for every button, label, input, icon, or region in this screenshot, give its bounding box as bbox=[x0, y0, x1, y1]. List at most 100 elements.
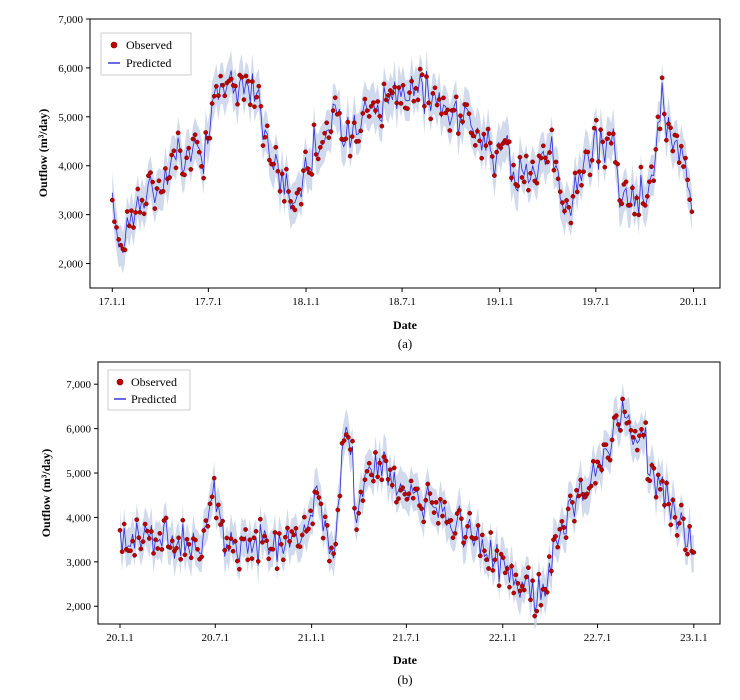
observed-point-a-32 bbox=[177, 148, 183, 154]
observed-point-a-172 bbox=[475, 128, 480, 134]
observed-point-a-44 bbox=[203, 130, 209, 135]
observed-point-a-76 bbox=[271, 161, 276, 167]
x-tick-label-b-0: 20.1.1 bbox=[106, 632, 134, 644]
observed-point-b-197 bbox=[530, 578, 535, 584]
observed-point-b-270 bbox=[683, 547, 688, 553]
observed-point-b-263 bbox=[668, 522, 674, 528]
observed-point-b-258 bbox=[657, 486, 663, 492]
observed-point-b-211 bbox=[559, 518, 565, 524]
y-tick-label-a-1: 3,000 bbox=[58, 210, 83, 222]
observed-point-b-244 bbox=[628, 427, 634, 433]
observed-point-b-57 bbox=[237, 566, 242, 572]
observed-point-b-176 bbox=[486, 566, 491, 571]
observed-point-b-132 bbox=[394, 499, 399, 505]
observed-point-b-79 bbox=[283, 534, 288, 540]
legend-b: Observed Predicted bbox=[107, 369, 191, 411]
legend-a: Observed Predicted bbox=[100, 32, 192, 76]
observed-point-b-45 bbox=[211, 475, 217, 481]
observed-point-a-262 bbox=[666, 121, 671, 127]
observed-point-a-264 bbox=[670, 148, 676, 154]
observed-point-b-257 bbox=[655, 472, 661, 478]
observed-point-a-34 bbox=[182, 172, 187, 178]
observed-point-a-154 bbox=[436, 97, 442, 102]
observed-point-b-30 bbox=[180, 517, 186, 523]
observed-point-a-229 bbox=[596, 159, 601, 164]
observed-point-b-214 bbox=[565, 506, 571, 512]
observed-point-b-175 bbox=[484, 557, 489, 563]
observed-point-a-170 bbox=[470, 133, 476, 139]
observed-point-b-238 bbox=[616, 422, 621, 427]
observed-point-a-135 bbox=[396, 85, 402, 90]
observed-point-b-5 bbox=[128, 548, 133, 554]
observed-point-b-76 bbox=[276, 531, 282, 536]
observed-point-a-101 bbox=[324, 120, 330, 126]
observed-point-a-206 bbox=[547, 150, 552, 155]
observed-point-a-249 bbox=[638, 164, 644, 170]
observed-point-b-247 bbox=[634, 447, 640, 453]
observed-point-b-104 bbox=[335, 507, 341, 513]
observed-point-b-193 bbox=[521, 587, 527, 593]
observed-point-a-226 bbox=[589, 157, 595, 163]
observed-point-b-272 bbox=[687, 524, 692, 529]
observed-point-a-82 bbox=[284, 166, 289, 172]
observed-point-b-64 bbox=[251, 535, 257, 541]
observed-point-b-225 bbox=[588, 483, 594, 489]
observed-point-a-235 bbox=[608, 140, 614, 146]
observed-point-a-94 bbox=[309, 172, 315, 177]
observed-point-b-31 bbox=[182, 552, 188, 558]
observed-point-a-107 bbox=[337, 110, 342, 116]
observed-point-b-15 bbox=[149, 529, 154, 534]
observed-point-b-209 bbox=[555, 544, 561, 550]
observed-point-a-77 bbox=[273, 144, 279, 150]
observed-point-a-8 bbox=[126, 223, 132, 229]
observed-point-a-213 bbox=[562, 208, 567, 214]
y-tick-label-b-1: 3,000 bbox=[66, 557, 91, 569]
observed-point-a-193 bbox=[519, 175, 525, 180]
observed-point-a-51 bbox=[218, 73, 223, 79]
observed-point-b-218 bbox=[574, 487, 579, 493]
observed-point-a-188 bbox=[509, 175, 514, 181]
observed-point-b-180 bbox=[494, 548, 500, 553]
observed-point-b-210 bbox=[557, 526, 563, 532]
observed-point-a-209 bbox=[553, 159, 559, 165]
y-tick-label-a-3: 5,000 bbox=[58, 112, 83, 124]
observed-point-a-0 bbox=[109, 197, 115, 203]
observed-point-a-197 bbox=[528, 170, 533, 176]
observed-point-b-220 bbox=[578, 477, 584, 483]
observed-point-a-261 bbox=[664, 137, 669, 143]
observed-point-a-267 bbox=[676, 160, 682, 165]
observed-point-a-28 bbox=[169, 152, 175, 158]
observed-point-b-135 bbox=[400, 485, 406, 490]
band-area-a bbox=[112, 50, 692, 274]
observed-point-a-111 bbox=[345, 119, 351, 125]
observed-point-b-213 bbox=[563, 535, 569, 540]
observed-point-a-40 bbox=[194, 139, 200, 145]
observed-point-a-46 bbox=[207, 135, 213, 141]
observed-point-b-65 bbox=[253, 528, 259, 534]
observed-point-a-58 bbox=[233, 83, 238, 89]
observed-point-b-172 bbox=[477, 553, 483, 559]
observed-point-a-248 bbox=[636, 212, 642, 218]
observed-point-a-30 bbox=[173, 165, 179, 171]
observed-point-b-146 bbox=[423, 497, 429, 503]
observed-point-a-74 bbox=[267, 157, 272, 163]
x-tick-label-a-2: 18.1.1 bbox=[292, 296, 320, 308]
observed-point-b-107 bbox=[341, 438, 347, 443]
observed-point-a-191 bbox=[515, 183, 521, 189]
observed-point-b-53 bbox=[228, 536, 234, 542]
observed-point-b-41 bbox=[203, 518, 209, 523]
observed-point-a-92 bbox=[305, 166, 310, 171]
observed-point-b-206 bbox=[549, 568, 554, 574]
observed-point-b-159 bbox=[450, 535, 456, 541]
observed-point-a-72 bbox=[262, 134, 268, 140]
observed-point-b-126 bbox=[381, 454, 387, 460]
observed-point-b-199 bbox=[534, 608, 540, 614]
observed-point-b-261 bbox=[664, 480, 669, 486]
observed-point-a-175 bbox=[481, 131, 487, 137]
observed-point-b-18 bbox=[155, 546, 161, 551]
observed-point-a-100 bbox=[322, 130, 327, 136]
observed-point-a-155 bbox=[439, 111, 444, 117]
